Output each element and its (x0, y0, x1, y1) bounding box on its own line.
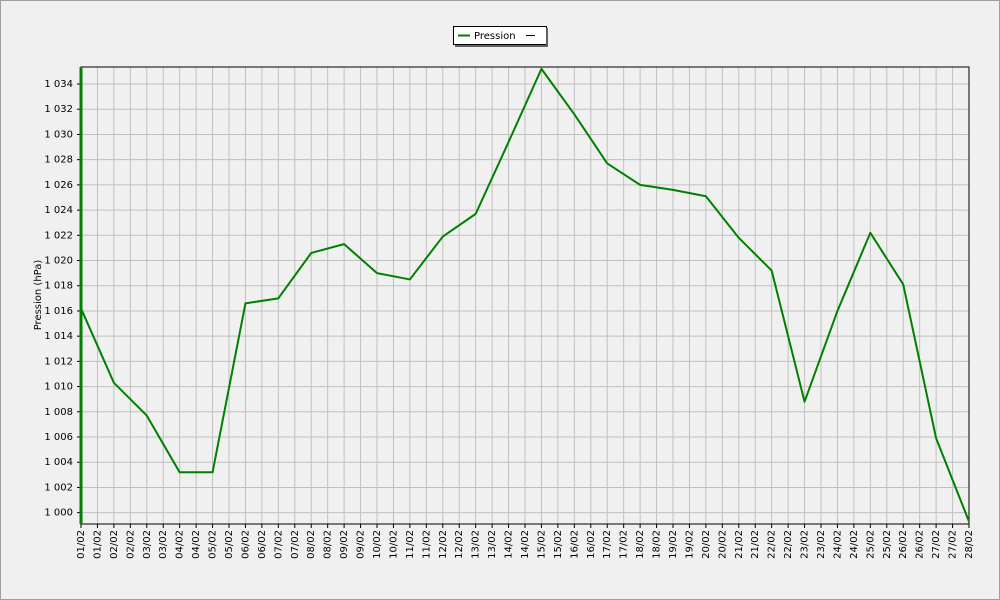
x-tick-label: 12/02 (454, 530, 465, 559)
x-tick-label: 09/02 (356, 530, 367, 559)
x-tick-label: 14/02 (520, 530, 531, 559)
y-tick-label: 1 034 (44, 79, 73, 90)
y-tick-label: 1 000 (44, 508, 73, 519)
x-tick-label: 19/02 (668, 530, 679, 559)
x-tick-label: 22/02 (783, 530, 794, 559)
y-tick-label: 1 010 (44, 382, 73, 393)
x-tick-label: 18/02 (635, 530, 646, 559)
y-axis-label: Pression (hPa) (33, 260, 44, 331)
y-tick-label: 1 016 (44, 306, 73, 317)
x-tick-label: 21/02 (750, 530, 761, 559)
x-tick-label: 25/02 (865, 530, 876, 559)
x-tick-label: 22/02 (767, 530, 778, 559)
x-tick-label: 03/02 (142, 530, 153, 559)
legend: Pression (453, 26, 548, 47)
x-tick-label: 20/02 (701, 530, 712, 559)
x-tick-label: 16/02 (586, 530, 597, 559)
x-tick-label: 02/02 (109, 530, 120, 559)
data-line (80, 67, 970, 522)
x-tick-label: 01/02 (92, 530, 103, 559)
x-tick-label: 08/02 (306, 530, 317, 559)
y-tick-label: 1 028 (44, 155, 73, 166)
x-tick-label: 21/02 (734, 530, 745, 559)
x-tick-label: 23/02 (816, 530, 827, 559)
y-tick-label: 1 032 (44, 104, 73, 115)
x-tick-label: 06/02 (240, 530, 251, 559)
y-tick-label: 1 024 (44, 205, 73, 216)
x-tick-label: 24/02 (849, 530, 860, 559)
y-tick-label: 1 012 (44, 356, 73, 367)
x-tick-label: 07/02 (290, 530, 301, 559)
x-tick-label: 20/02 (717, 530, 728, 559)
x-tick-label: 27/02 (948, 530, 959, 559)
y-tick-label: 1 022 (44, 230, 73, 241)
y-tick-label: 1 014 (44, 331, 73, 342)
x-tick-label: 05/02 (208, 530, 219, 559)
y-tick-label: 1 002 (44, 482, 73, 493)
x-tick-label: 19/02 (684, 530, 695, 559)
x-tick-label: 26/02 (915, 530, 926, 559)
x-tick-label: 07/02 (273, 530, 284, 559)
x-tick-label: 06/02 (257, 530, 268, 559)
x-tick-label: 18/02 (652, 530, 663, 559)
x-tick-label: 23/02 (800, 530, 811, 559)
x-tick-label: 04/02 (175, 530, 186, 559)
x-tick-label: 11/02 (405, 530, 416, 559)
x-tick-label: 10/02 (372, 530, 383, 559)
x-tick-label: 03/02 (158, 530, 169, 559)
x-tick-label: 13/02 (487, 530, 498, 559)
x-tick-label: 11/02 (421, 530, 432, 559)
y-tick-label: 1 030 (44, 129, 73, 140)
y-tick-label: 1 004 (44, 457, 73, 468)
x-tick-label: 04/02 (191, 530, 202, 559)
x-tick-label: 15/02 (553, 530, 564, 559)
y-tick-label: 1 008 (44, 407, 73, 418)
x-tick-label: 09/02 (339, 530, 350, 559)
x-tick-label: 17/02 (602, 530, 613, 559)
x-tick-label: 08/02 (323, 530, 334, 559)
plot-area: 1 000 1 002 1 004 1 006 1 008 1 010 1 012 1 014… (44, 66, 975, 559)
x-tick-label: 28/02 (964, 530, 975, 559)
legend-label: Pression (474, 31, 516, 42)
x-tick-label: 15/02 (536, 530, 547, 559)
x-tick-label: 27/02 (931, 530, 942, 559)
x-tick-label: 26/02 (898, 530, 909, 559)
x-tick-label: 02/02 (125, 530, 136, 559)
y-tick-label: 1 026 (44, 180, 73, 191)
x-tick-label: 12/02 (438, 530, 449, 559)
y-tick-label: 1 006 (44, 432, 73, 443)
x-tick-label: 05/02 (224, 530, 235, 559)
x-tick-label: 24/02 (832, 530, 843, 559)
y-tick-label: 1 020 (44, 256, 73, 267)
x-tick-label: 25/02 (882, 530, 893, 559)
x-tick-label: 14/02 (504, 530, 515, 559)
x-tick-label: 01/02 (76, 530, 87, 559)
x-tick-label: 13/02 (471, 530, 482, 559)
x-tick-label: 10/02 (388, 530, 399, 559)
x-tick-label: 16/02 (569, 530, 580, 559)
y-tick-label: 1 018 (44, 281, 73, 292)
x-tick-label: 17/02 (619, 530, 630, 559)
